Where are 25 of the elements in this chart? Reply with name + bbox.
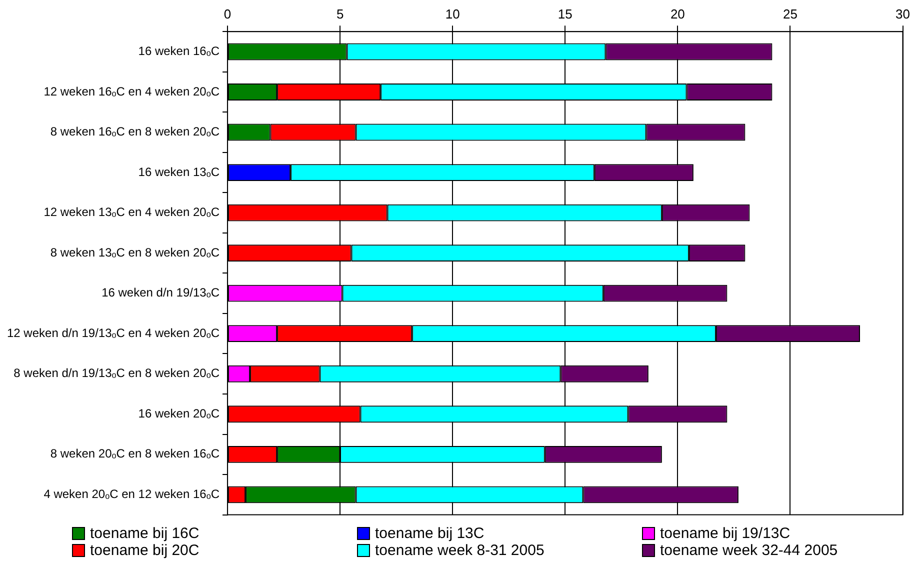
y-tick-label: 12 weken 16ₒC en 4 weken 20ₒC: [44, 84, 220, 98]
y-tick-label: 16 weken 16ₒC: [138, 44, 220, 58]
y-tick-label: 8 weken d/n 19/13ₒC en 8 weken 20ₒC: [14, 366, 220, 380]
x-tick-label: 20: [670, 6, 685, 22]
x-tick-label: 5: [336, 6, 344, 22]
legend-label: toename bij 16C: [90, 525, 200, 542]
y-tick-label: 12 weken d/n 19/13ₒC en 4 weken 20ₒC: [7, 326, 220, 340]
legend-label: toename week 8-31 2005: [375, 542, 544, 559]
x-tick-label: 25: [782, 6, 798, 22]
y-tick-label: 12 weken 13ₒC en 4 weken 20ₒC: [44, 205, 220, 220]
y-tick-label: 16 weken 20ₒC: [138, 406, 220, 420]
y-tick-label: 4 weken 20ₒC en 12 weken 16ₒC: [44, 486, 220, 501]
x-tick-label: 15: [558, 6, 572, 22]
x-tick-label: 30: [896, 6, 910, 22]
y-tick-label: 8 weken 16ₒC en 8 weken 20ₒC: [50, 124, 220, 139]
legend-label: toename bij 19/13C: [660, 525, 790, 542]
x-tick-label: 0: [224, 6, 232, 22]
legend-label: toename week 32-44 2005: [660, 542, 838, 559]
y-tick-label: 16 weken 13ₒC: [138, 164, 220, 179]
x-tick-label: 10: [445, 6, 460, 22]
y-tick-label: 16 weken d/n 19/13ₒC: [102, 286, 220, 300]
legend-label: toename bij 13C: [375, 525, 484, 542]
y-tick-label: 8 weken 20ₒC en 8 weken 16ₒC: [50, 446, 220, 461]
y-tick-label: 8 weken 13ₒC en 8 weken 20ₒC: [50, 245, 220, 260]
legend-label: toename bij 20C: [90, 542, 200, 559]
